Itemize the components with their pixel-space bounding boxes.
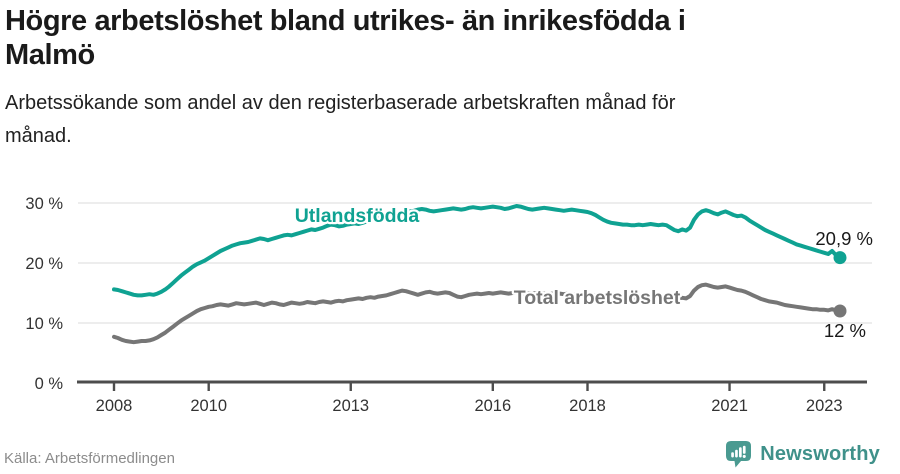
newsworthy-logo[interactable]: Newsworthy <box>725 440 880 469</box>
series-line-0 <box>112 204 842 298</box>
y-axis-label-30: 30 % <box>25 195 63 213</box>
x-axis-label-2013: 2013 <box>332 397 369 415</box>
chart-title-line1: Högre arbetslöshet bland utrikes- än inr… <box>5 5 686 37</box>
series-end-dot-1 <box>833 304 847 318</box>
newsworthy-icon-bubble <box>726 441 752 468</box>
chart-title-line2: Malmö <box>5 39 95 71</box>
series-label-0: Utlandsfödda <box>295 205 420 227</box>
y-axis-label-10: 10 % <box>25 315 63 333</box>
newsworthy-icon-bar1 <box>731 452 735 458</box>
chart-title: Högre arbetslöshet bland utrikes- än inr… <box>5 4 896 72</box>
newsworthy-icon-exclaim-dot <box>742 454 746 458</box>
series-end-value-0: 20,9 % <box>815 228 873 249</box>
newsworthy-wordmark: Newsworthy <box>760 443 880 465</box>
series-end-dot-0 <box>833 251 847 265</box>
y-axis-label-0: 0 % <box>35 375 64 393</box>
x-axis-label-2018: 2018 <box>569 397 606 415</box>
newsworthy-icon-bar2 <box>735 449 738 458</box>
newsworthy-icon <box>726 441 752 468</box>
x-axis-label-2016: 2016 <box>474 397 511 415</box>
chart-subtitle: Arbetssökande som andel av den registerb… <box>5 87 896 153</box>
x-axis-label-2008: 2008 <box>96 397 133 415</box>
x-axis-label-2023: 2023 <box>806 397 843 415</box>
y-axis-label-20: 20 % <box>25 255 63 273</box>
x-axis-label-2010: 2010 <box>190 397 227 415</box>
newsworthy-icon-bar3 <box>739 447 742 458</box>
chart-subtitle-line1: Arbetssökande som andel av den registerb… <box>5 92 676 114</box>
series-end-value-1: 12 % <box>824 320 866 341</box>
series-label-1: Total arbetslöshet <box>514 287 681 309</box>
chart-header: Högre arbetslöshet bland utrikes- än inr… <box>5 4 896 153</box>
series-line-1 <box>112 282 842 345</box>
chart-footer: Källa: Arbetsförmedlingen Newsworthy <box>0 438 900 474</box>
chart-subtitle-line2: månad. <box>5 125 72 147</box>
source-note: Källa: Arbetsförmedlingen <box>4 450 175 467</box>
newsworthy-icon-exclaim-bar <box>743 445 746 454</box>
x-axis-label-2021: 2021 <box>711 397 748 415</box>
